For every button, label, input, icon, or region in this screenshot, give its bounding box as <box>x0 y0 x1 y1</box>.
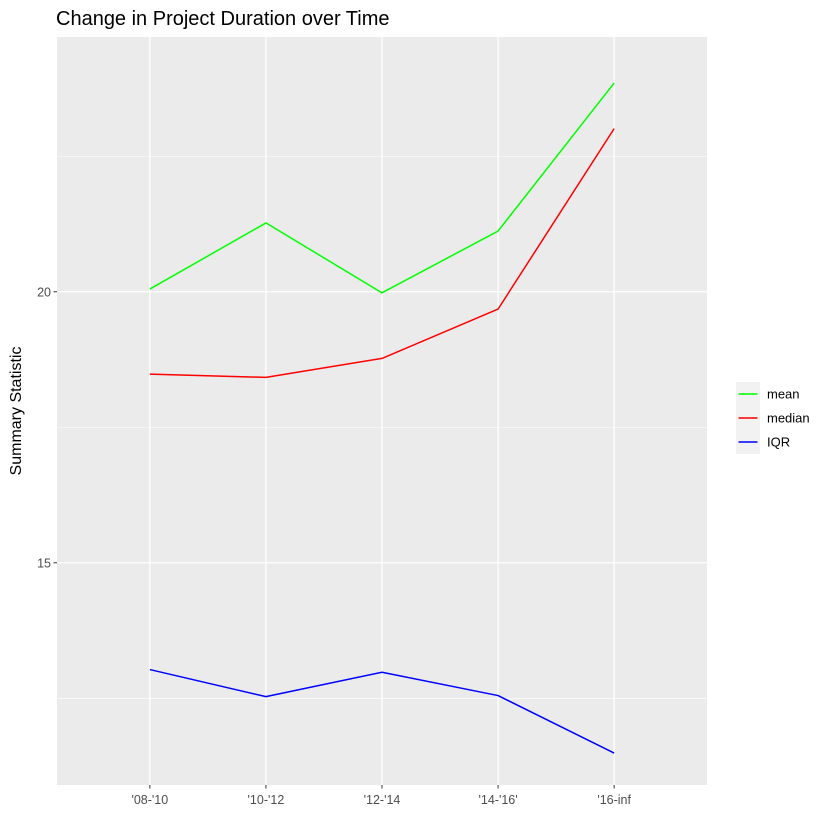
y-tick-label: 20 <box>37 285 51 299</box>
series-line-iqr <box>149 668 615 754</box>
x-axis: '08-'10 '10-'12 '12-'14 '14-'16' '16-inf <box>131 785 631 807</box>
grid-major <box>57 37 707 785</box>
x-tick-label: '10-'12 <box>248 793 285 807</box>
legend-label: IQR <box>767 435 790 450</box>
legend: mean median IQR <box>736 382 810 454</box>
y-axis-title: Summary Statistic <box>8 347 25 476</box>
x-tick-label: '14-'16' <box>479 793 518 807</box>
x-tick-label: '08-'10 <box>131 793 168 807</box>
series-lines <box>149 82 615 754</box>
x-tick-label: '16-inf <box>597 793 631 807</box>
series-line-mean <box>149 82 615 294</box>
legend-label: median <box>767 411 810 426</box>
legend-label: mean <box>767 387 800 402</box>
y-tick-label: 15 <box>37 556 51 570</box>
series-line-median <box>149 128 615 379</box>
chart-title: Change in Project Duration over Time <box>56 8 390 30</box>
x-tick-label: '12-'14 <box>364 793 401 807</box>
